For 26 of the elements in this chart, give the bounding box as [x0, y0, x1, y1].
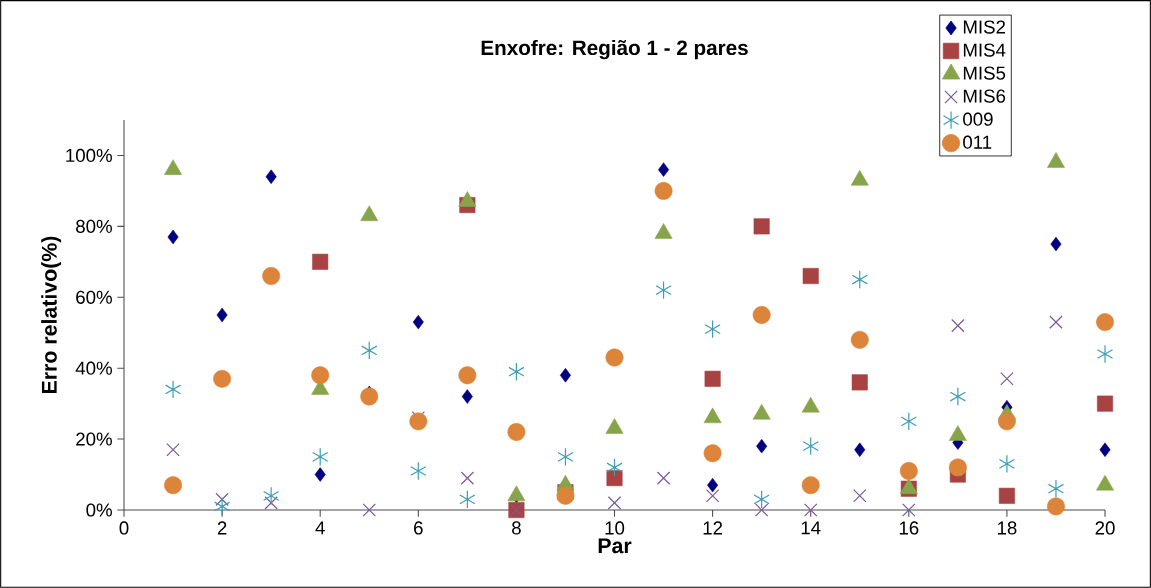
y-tick-label: 100% — [66, 148, 112, 163]
legend-label: MIS4 — [963, 43, 1006, 57]
x-axis-title: Par — [598, 538, 632, 554]
x-tick-label: 4 — [315, 521, 325, 535]
x-tick-label: 14 — [801, 521, 821, 535]
x-tick-label: 8 — [512, 521, 521, 535]
legend-label: MIS6 — [963, 89, 1006, 103]
chart-title: Enxofre: Região 1 - 2 pares — [481, 39, 748, 60]
y-tick-label: 40% — [75, 361, 112, 375]
y-tick-label: 60% — [76, 290, 112, 304]
x-tick-label: 6 — [414, 521, 423, 535]
x-tick-label: 10 — [605, 521, 625, 535]
y-tick-label: 0% — [86, 503, 112, 517]
x-tick-label: 20 — [1095, 521, 1115, 535]
legend-label: MIS2 — [963, 20, 1006, 34]
y-tick-label: 80% — [76, 219, 112, 233]
y-tick-label: 20% — [76, 432, 112, 446]
legend-label: 011 — [963, 135, 992, 149]
x-tick-label: 2 — [217, 521, 227, 535]
x-tick-label: 18 — [997, 521, 1017, 535]
x-tick-label: 0 — [119, 521, 129, 535]
x-tick-label: 16 — [899, 521, 919, 535]
y-axis-title: Erro relativo(%) — [41, 236, 62, 393]
x-tick-label: 12 — [703, 521, 723, 535]
legend-label: 009 — [963, 112, 993, 126]
legend-label: MIS5 — [963, 66, 1006, 80]
